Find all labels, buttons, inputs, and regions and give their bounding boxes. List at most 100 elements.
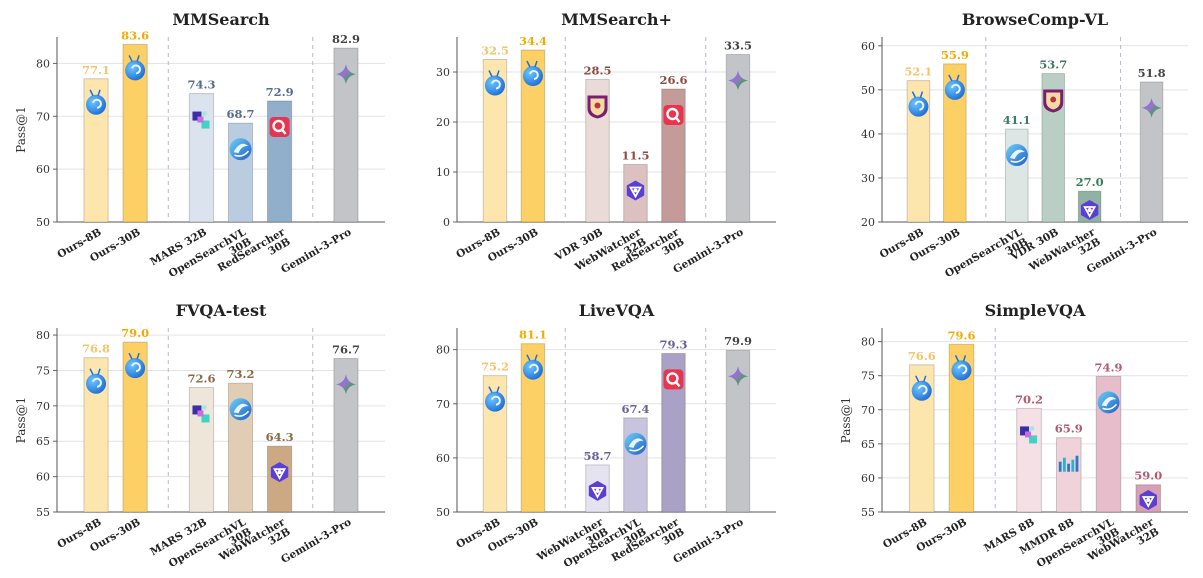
bar-ours-30b xyxy=(520,343,546,513)
snail-icon xyxy=(86,368,107,394)
value-label: 58.7 xyxy=(584,449,612,463)
chart-title: BrowseComp-VL xyxy=(962,10,1108,29)
value-label: 41.1 xyxy=(1003,113,1031,127)
y-tick-label: 50 xyxy=(436,506,450,519)
y-tick-label: 65 xyxy=(861,438,875,451)
x-category-label: Gemini-3-Pro xyxy=(279,516,353,566)
value-label: 73.2 xyxy=(227,367,255,381)
bar-gemini-3-pro xyxy=(725,54,751,223)
y-tick-label: 60 xyxy=(36,163,50,176)
y-tick-label: 50 xyxy=(36,216,50,229)
y-tick-label: 60 xyxy=(436,452,450,465)
value-label: 33.5 xyxy=(724,39,752,53)
redsearcher-logo-icon xyxy=(663,105,684,125)
y-tick-label: 70 xyxy=(36,400,50,413)
y-tick-label: 80 xyxy=(36,329,50,342)
x-category-label: Gemini-3-Pro xyxy=(671,516,745,566)
redsearcher-logo-icon xyxy=(269,116,290,137)
y-axis-label: Pass@1 xyxy=(839,397,853,444)
bar-ours-8b xyxy=(906,80,931,223)
y-axis-label: Pass@1 xyxy=(14,397,28,444)
chart-title: SimpleVQA xyxy=(985,301,1086,320)
x-category-label: Gemini-3-Pro xyxy=(279,226,353,276)
value-label: 52.1 xyxy=(904,65,932,79)
opensearchvl-logo-icon xyxy=(229,398,252,421)
chart-panel-fvqa-test: FVQA-testPass@155606570758076.8Ours-8B79… xyxy=(14,301,385,570)
gemini-logo-icon xyxy=(728,366,749,387)
snail-icon xyxy=(522,60,543,86)
y-tick-label: 80 xyxy=(861,336,875,349)
chart-panel-livevqa: LiveVQA5060708075.2Ours-8B81.1Ours-30B58… xyxy=(436,301,776,570)
value-label: 32.5 xyxy=(481,44,509,58)
y-tick-label: 60 xyxy=(861,472,875,485)
chart-panel-browsecomp-vl: BrowseComp-VL203040506052.1Ours-8B55.9Ou… xyxy=(861,10,1188,280)
bar-opensearchvl-30b xyxy=(1004,128,1029,223)
y-tick-label: 70 xyxy=(36,110,50,123)
y-tick-label: 50 xyxy=(861,84,875,97)
value-label: 68.7 xyxy=(227,107,255,121)
snail-icon xyxy=(125,55,146,81)
y-tick-label: 30 xyxy=(861,172,875,185)
y-tick-label: 20 xyxy=(436,116,450,129)
value-label: 74.9 xyxy=(1095,360,1123,374)
webwatcher-logo-icon xyxy=(626,180,645,201)
y-tick-label: 10 xyxy=(436,166,450,179)
y-tick-label: 60 xyxy=(861,40,875,53)
y-tick-label: 20 xyxy=(861,216,875,229)
value-label: 79.3 xyxy=(659,337,687,351)
y-tick-label: 70 xyxy=(861,404,875,417)
snail-icon xyxy=(484,386,505,412)
university-seal-icon xyxy=(1043,89,1064,113)
webwatcher-logo-icon xyxy=(588,480,607,501)
snail-icon xyxy=(86,89,107,115)
snail-icon xyxy=(908,91,929,117)
snail-icon xyxy=(484,70,505,96)
value-label: 65.9 xyxy=(1055,422,1083,436)
x-category-label: Gemini-3-Pro xyxy=(1085,226,1159,276)
value-label: 76.6 xyxy=(908,349,936,363)
redsearcher-logo-icon xyxy=(663,369,684,390)
bar-ours-8b xyxy=(482,59,508,223)
x-category-label: Gemini-3-Pro xyxy=(671,226,745,276)
webwatcher-logo-icon xyxy=(1080,200,1099,220)
snail-icon xyxy=(911,375,932,401)
value-label: 27.0 xyxy=(1076,175,1104,189)
webwatcher-logo-icon xyxy=(270,462,289,483)
gemini-logo-icon xyxy=(728,70,749,91)
gemini-logo-icon xyxy=(335,374,356,395)
y-tick-label: 75 xyxy=(36,364,50,377)
bar-gemini-3-pro xyxy=(1139,81,1164,223)
value-label: 53.7 xyxy=(1039,58,1067,72)
mars-logo-icon xyxy=(192,405,210,423)
opensearchvl-logo-icon xyxy=(1097,391,1120,414)
bar-mars-8b xyxy=(1016,407,1042,513)
bar-ours-8b xyxy=(482,375,508,513)
mars-logo-icon xyxy=(192,111,210,129)
value-label: 79.6 xyxy=(947,328,975,342)
bar-vdr-30b xyxy=(1041,73,1066,223)
chart-title: FVQA-test xyxy=(176,301,267,320)
gemini-logo-icon xyxy=(1141,97,1162,118)
value-label: 26.6 xyxy=(659,73,687,87)
value-label: 28.5 xyxy=(584,64,612,78)
y-tick-label: 70 xyxy=(436,398,450,411)
value-label: 67.4 xyxy=(621,402,649,416)
value-label: 79.0 xyxy=(121,326,149,340)
y-tick-label: 65 xyxy=(36,435,50,448)
bar-gemini-3-pro xyxy=(725,349,751,513)
opensearchvl-logo-icon xyxy=(1005,144,1028,167)
bar-mmdr-8b xyxy=(1055,437,1082,513)
opensearchvl-logo-icon xyxy=(624,432,647,455)
value-label: 76.7 xyxy=(332,342,360,356)
mars-logo-icon xyxy=(1020,426,1038,444)
value-label: 77.1 xyxy=(82,63,110,77)
chart-panel-mmsearch: MMSearch+010203032.5Ours-8B34.4Ours-30B2… xyxy=(436,10,776,276)
y-tick-label: 30 xyxy=(436,66,450,79)
chart-panel-simplevqa: SimpleVQAPass@155606570758076.6Ours-8B79… xyxy=(839,301,1188,570)
value-label: 11.5 xyxy=(621,149,649,163)
y-axis-label: Pass@1 xyxy=(14,106,28,153)
y-tick-label: 55 xyxy=(36,506,50,519)
